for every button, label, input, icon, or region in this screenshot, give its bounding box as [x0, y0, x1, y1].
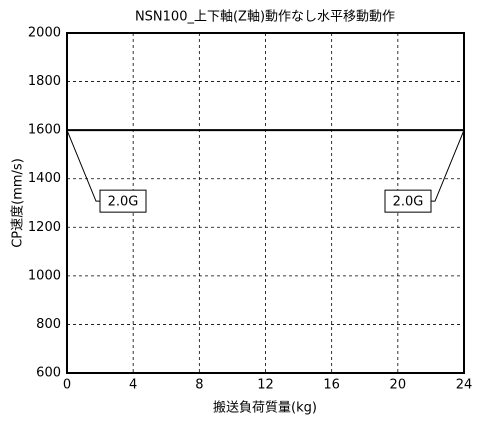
y-tick-label: 1600 — [28, 123, 61, 138]
y-tick-label: 2000 — [28, 26, 61, 41]
x-axis-label: 搬送負荷質量(kg) — [213, 401, 317, 416]
x-tick-label: 12 — [257, 378, 274, 393]
annotation-leader — [431, 129, 465, 202]
annotation-leader — [66, 129, 100, 202]
x-tick-label: 20 — [390, 378, 407, 393]
annotation-text: 2.0G — [393, 195, 424, 210]
y-tick-label: 1200 — [28, 220, 61, 235]
annotation-box — [99, 189, 147, 213]
y-tick-label: 1400 — [28, 171, 61, 186]
x-tick-label: 8 — [195, 378, 203, 393]
x-tick-label: 16 — [323, 378, 340, 393]
chart-title: NSN100_上下軸(Z軸)動作なし水平移動動作 — [135, 10, 395, 25]
y-tick-label: 1000 — [28, 268, 61, 283]
annotation-box — [384, 189, 432, 213]
y-axis-label: CP速度(mm/s) — [10, 158, 26, 248]
annotation-text: 2.0G — [108, 195, 139, 210]
y-tick-label: 600 — [36, 366, 61, 381]
x-tick-label: 24 — [456, 378, 473, 393]
y-tick-label: 1800 — [28, 74, 61, 89]
x-tick-label: 0 — [63, 378, 71, 393]
y-tick-label: 800 — [36, 317, 61, 332]
x-tick-label: 4 — [129, 378, 137, 393]
plot-frame — [66, 32, 465, 374]
